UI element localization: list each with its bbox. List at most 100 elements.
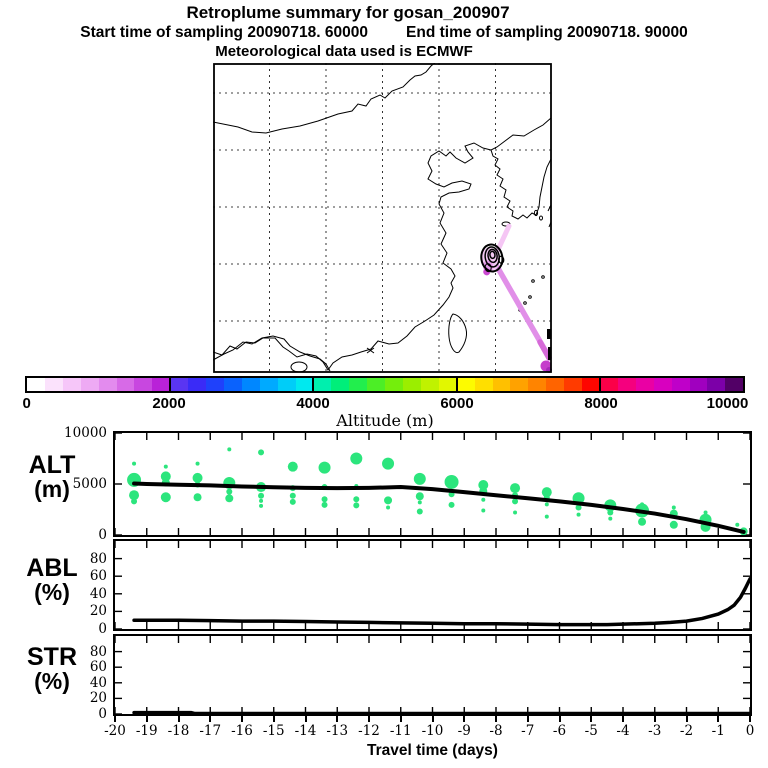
x-tick-label: -7 [521, 723, 535, 739]
coastlines [212, 60, 552, 373]
plume-dot [478, 480, 489, 491]
colorbar-swatch [725, 378, 744, 391]
x-outer-tick [304, 715, 307, 722]
plume-dot [513, 510, 518, 515]
ryukyu-island [531, 279, 535, 283]
colorbar-swatch [582, 378, 600, 391]
plume-dot [259, 498, 264, 503]
colorbar-swatch [456, 378, 475, 391]
x-outer-tick [272, 715, 275, 722]
alt-panel [113, 431, 752, 537]
plume-dot [735, 522, 740, 527]
str-axis-label: STR (%) [27, 643, 77, 694]
plume-dot [321, 496, 328, 503]
colorbar-swatch [241, 378, 260, 391]
colorbar-swatch [600, 378, 618, 391]
str-mean-line [132, 710, 750, 714]
colorbar-tick-label: 10000 [706, 395, 749, 412]
colorbar-swatch [367, 378, 386, 391]
plume-dot [384, 496, 393, 505]
colorbar-tick [169, 378, 172, 391]
plume-dot [192, 472, 203, 483]
y-tick-label: 80 [89, 643, 107, 660]
plume-dot [353, 502, 360, 509]
plume-dot [448, 501, 455, 508]
colorbar-swatch [313, 378, 332, 391]
colorbar-swatch [385, 378, 404, 391]
y-tick-label: 20 [89, 603, 107, 620]
x-tick-label: -17 [199, 723, 222, 739]
colorbar-swatch [420, 378, 439, 391]
colorbar-swatch [689, 378, 708, 391]
hainan-island [290, 361, 308, 373]
x-tick-label: -15 [262, 723, 285, 739]
colorbar-tick [598, 378, 601, 391]
x-outer-tick [336, 715, 339, 722]
coast-cross-mark [366, 347, 375, 354]
colorbar-swatch [206, 378, 224, 391]
y-tick-label: 80 [89, 550, 107, 567]
plume-dot [576, 512, 581, 517]
north-border-line [212, 60, 438, 134]
map-panel [212, 60, 552, 373]
plume-dot [638, 517, 647, 526]
str-panel [113, 634, 752, 716]
ryukyu-island [528, 295, 532, 299]
colorbar-swatch [80, 378, 99, 391]
plume-dot [510, 483, 521, 494]
x-outer-tick [526, 715, 529, 722]
plume-dot [160, 471, 171, 482]
plume-dot [131, 498, 138, 505]
plume-dot [544, 514, 549, 519]
plume-dot [132, 461, 137, 466]
x-tick-label: -18 [167, 723, 190, 739]
colorbar-swatch [474, 378, 493, 391]
plume-dot [226, 488, 233, 495]
x-tick-label: -16 [231, 723, 253, 739]
x-tick-label: -5 [584, 723, 598, 739]
x-outer-tick [685, 715, 688, 722]
x-outer-tick [114, 715, 116, 722]
x-outer-tick [209, 715, 212, 722]
x-outer-tick [399, 715, 402, 722]
abl-plot [115, 541, 750, 629]
x-tick-label: -2 [679, 723, 694, 739]
colorbar-tick-label: 4000 [296, 395, 330, 412]
y-tick-label: 60 [89, 659, 107, 676]
colorbar-tick [455, 378, 458, 391]
x-tick-label: -9 [457, 723, 471, 739]
plume-dot [382, 457, 395, 470]
x-tick-label: -13 [326, 723, 349, 739]
y-tick-label: 0 [98, 527, 107, 543]
y-tick-label: 0 [98, 706, 107, 722]
plume-dot [575, 504, 582, 511]
colorbar-swatch [492, 378, 511, 391]
colorbar-swatch [438, 378, 457, 391]
altitude-colorbar [25, 376, 745, 393]
x-tick-label: -19 [135, 723, 158, 739]
colorbar-swatch [528, 378, 547, 391]
y-tick-label: 0 [98, 621, 107, 637]
colorbar-swatch [259, 378, 278, 391]
plume-dot [417, 500, 422, 505]
figure-title: Retroplume summary for gosan_200907 [186, 3, 510, 22]
x-outer-tick [431, 715, 434, 722]
plume-dot [225, 494, 234, 503]
colorbar-swatches [27, 378, 744, 391]
colorbar-swatch [27, 378, 45, 391]
x-outer-tick [653, 715, 656, 722]
colorbar-swatch [170, 378, 189, 391]
plume-dot [227, 447, 232, 452]
abl-axis-label: ABL (%) [26, 554, 78, 605]
x-tick-label: -8 [489, 723, 503, 739]
plume-dot [444, 474, 459, 489]
plume-dot [669, 520, 678, 529]
bohai-china-coast [212, 142, 492, 371]
x-tick-label: -4 [616, 723, 630, 739]
plume-dot [350, 452, 363, 465]
kyushu-edge-fragments [547, 329, 551, 360]
colorbar-swatch [98, 378, 117, 391]
x-outer-tick [622, 715, 624, 722]
plume-dot [287, 461, 298, 472]
plume-dot [160, 492, 171, 503]
